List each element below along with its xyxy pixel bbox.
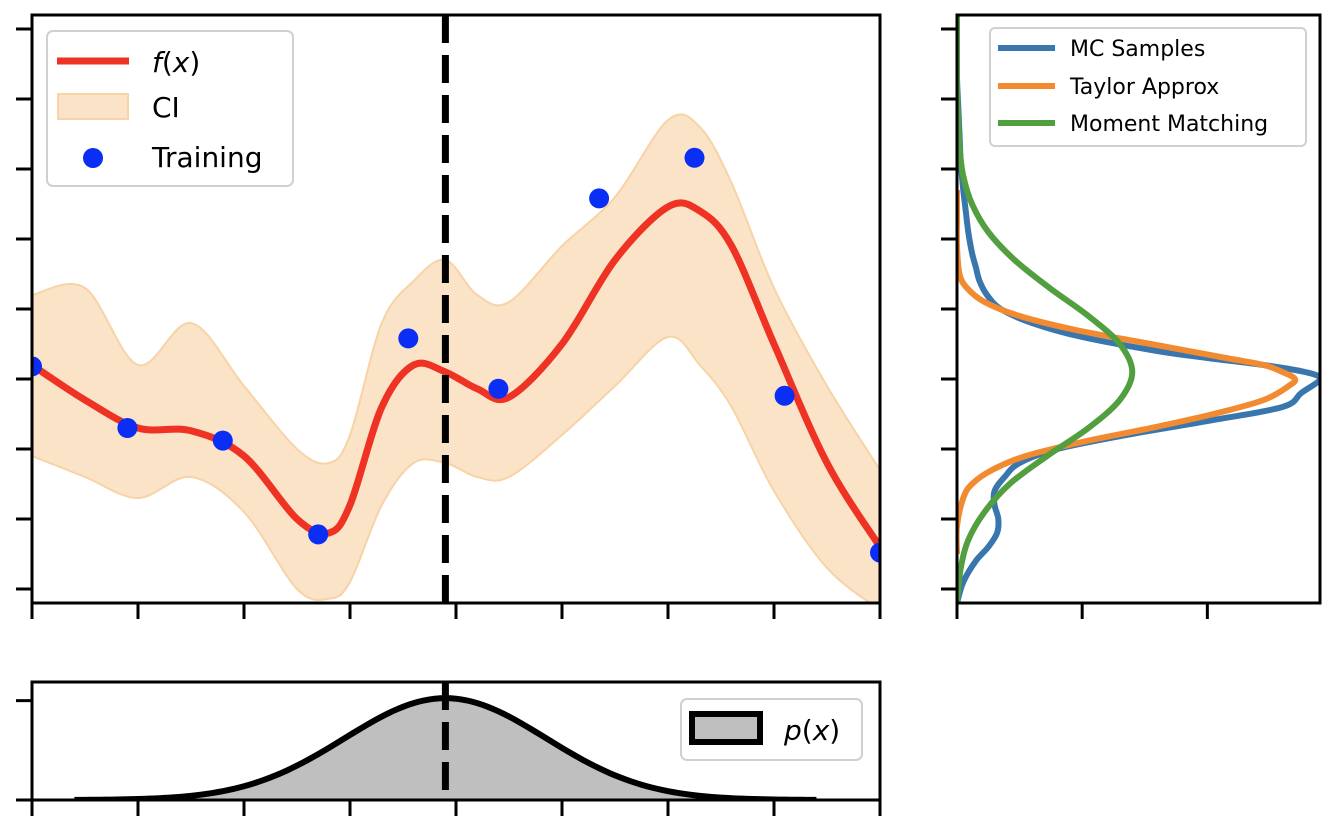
legend-fx-label: f(x) — [152, 46, 200, 79]
legend-px-swatch — [689, 711, 763, 745]
training-point — [212, 430, 233, 451]
main-ticks — [16, 27, 882, 619]
training-point — [684, 147, 705, 168]
bottom-legend: p(x) — [680, 698, 863, 761]
training-point — [488, 378, 509, 399]
bottom-ticks — [16, 699, 882, 816]
training-point — [32, 356, 42, 377]
right-panel: MC Samples Taylor Approx Moment Matching — [941, 13, 1322, 619]
main-plot-area — [32, 15, 880, 603]
legend-taylor-label: Taylor Approx — [1069, 75, 1219, 100]
bottom-plot-area — [74, 682, 817, 800]
main-legend-box — [46, 30, 294, 187]
right-ticks — [941, 27, 1209, 619]
ci-band — [32, 113, 880, 603]
main-panel: f(x) CI Training — [16, 13, 882, 619]
bottom-panel: p(x) — [16, 680, 882, 816]
legend-px-label: p(x) — [783, 714, 840, 747]
legend-training-label: Training — [151, 141, 262, 174]
training-point — [589, 188, 610, 209]
legend-moment-label: Moment Matching — [1070, 112, 1268, 137]
legend-training-swatch — [83, 148, 103, 168]
right-legend-box — [989, 27, 1307, 147]
main-legend: f(x) CI Training — [46, 30, 294, 187]
training-point — [117, 418, 138, 438]
legend-ci-swatch — [57, 93, 129, 120]
training-point — [398, 328, 419, 349]
training-point — [308, 524, 329, 545]
training-point — [870, 542, 880, 563]
legend-mc-label: MC Samples — [1070, 37, 1205, 62]
right-legend: MC Samples Taylor Approx Moment Matching — [989, 27, 1307, 147]
training-point — [774, 385, 795, 406]
legend-ci-label: CI — [152, 91, 180, 124]
density-taylor-approx — [957, 190, 1299, 554]
